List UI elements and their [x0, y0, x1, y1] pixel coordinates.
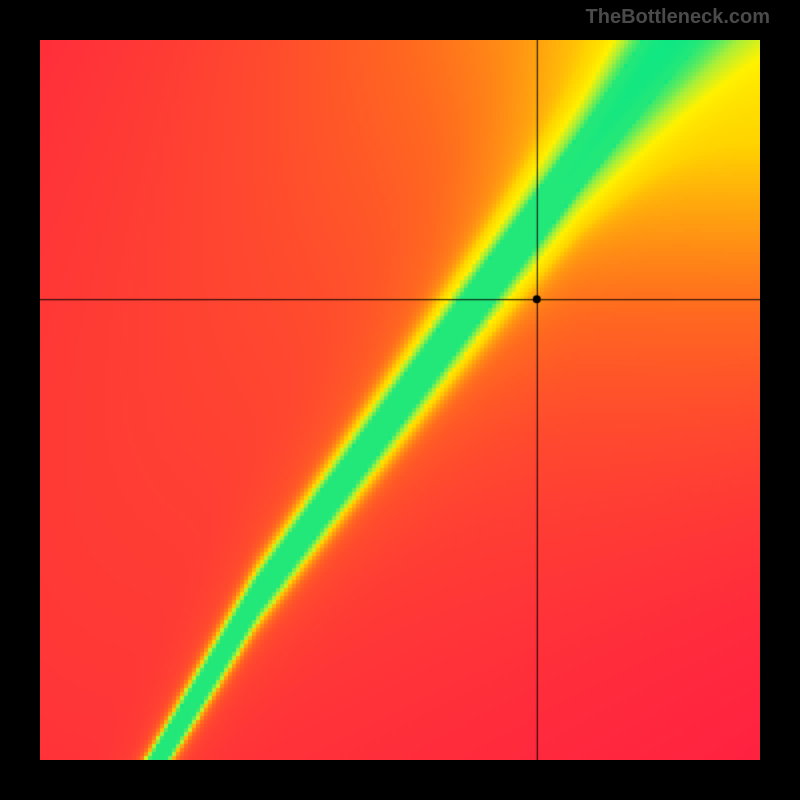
heatmap-plot: [40, 40, 760, 760]
chart-container: TheBottleneck.com: [0, 0, 800, 800]
heatmap-canvas: [40, 40, 760, 760]
watermark-text: TheBottleneck.com: [586, 6, 770, 29]
